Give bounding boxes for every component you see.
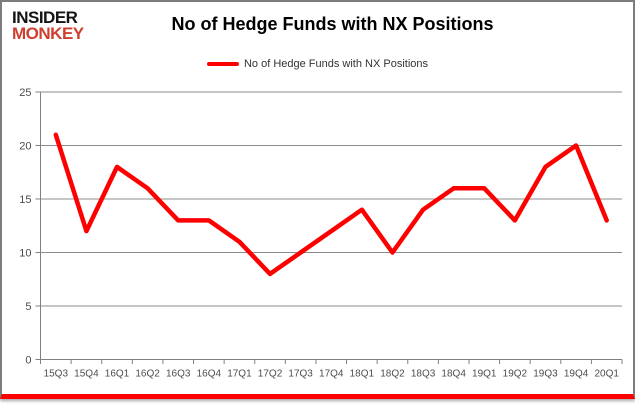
y-axis-label: 25 xyxy=(19,87,31,99)
x-axis-label: 19Q3 xyxy=(533,369,558,380)
y-axis-label: 15 xyxy=(19,194,31,206)
x-axis-label: 18Q3 xyxy=(411,369,436,380)
x-axis-label: 19Q4 xyxy=(564,369,589,380)
x-axis-label: 19Q2 xyxy=(503,369,528,380)
x-axis-label: 17Q3 xyxy=(288,369,313,380)
x-axis-label: 15Q3 xyxy=(44,369,69,380)
x-axis-label: 17Q4 xyxy=(319,369,344,380)
legend-line-swatch xyxy=(206,62,239,66)
x-axis-label: 17Q1 xyxy=(227,369,252,380)
x-axis-label: 20Q1 xyxy=(594,369,619,380)
y-axis-label: 5 xyxy=(25,301,31,313)
x-axis-label: 18Q4 xyxy=(441,369,466,380)
x-axis-label: 18Q2 xyxy=(380,369,405,380)
y-axis-label: 0 xyxy=(25,355,31,367)
x-axis-label: 15Q4 xyxy=(74,369,99,380)
x-axis-label: 17Q2 xyxy=(258,369,283,380)
series-line xyxy=(53,132,609,277)
x-axis-label: 16Q3 xyxy=(166,369,191,380)
logo-text-insider: INSIDER xyxy=(12,8,78,27)
chart-legend: No of Hedge Funds with NX Positions xyxy=(2,58,633,70)
chart-title: No of Hedge Funds with NX Positions xyxy=(171,14,494,34)
x-axis-label: 16Q4 xyxy=(197,369,222,380)
y-axis-label: 20 xyxy=(19,141,31,153)
x-axis-label: 16Q1 xyxy=(105,369,130,380)
x-axis-label: 19Q1 xyxy=(472,369,497,380)
legend-label: No of Hedge Funds with NX Positions xyxy=(243,58,429,70)
x-axis-label: 16Q2 xyxy=(135,369,160,380)
x-axis-label: 18Q1 xyxy=(350,369,375,380)
insider-monkey-logo: INSIDER MONKEY xyxy=(12,8,84,44)
y-axis-label: 10 xyxy=(19,248,31,260)
logo-text-monkey: MONKEY xyxy=(12,24,84,44)
line-chart-canvas: 0 5 10 15 20 25 15Q3 15Q4 16Q1 16Q2 16Q3 16Q4 17Q1 17… xyxy=(19,87,623,380)
